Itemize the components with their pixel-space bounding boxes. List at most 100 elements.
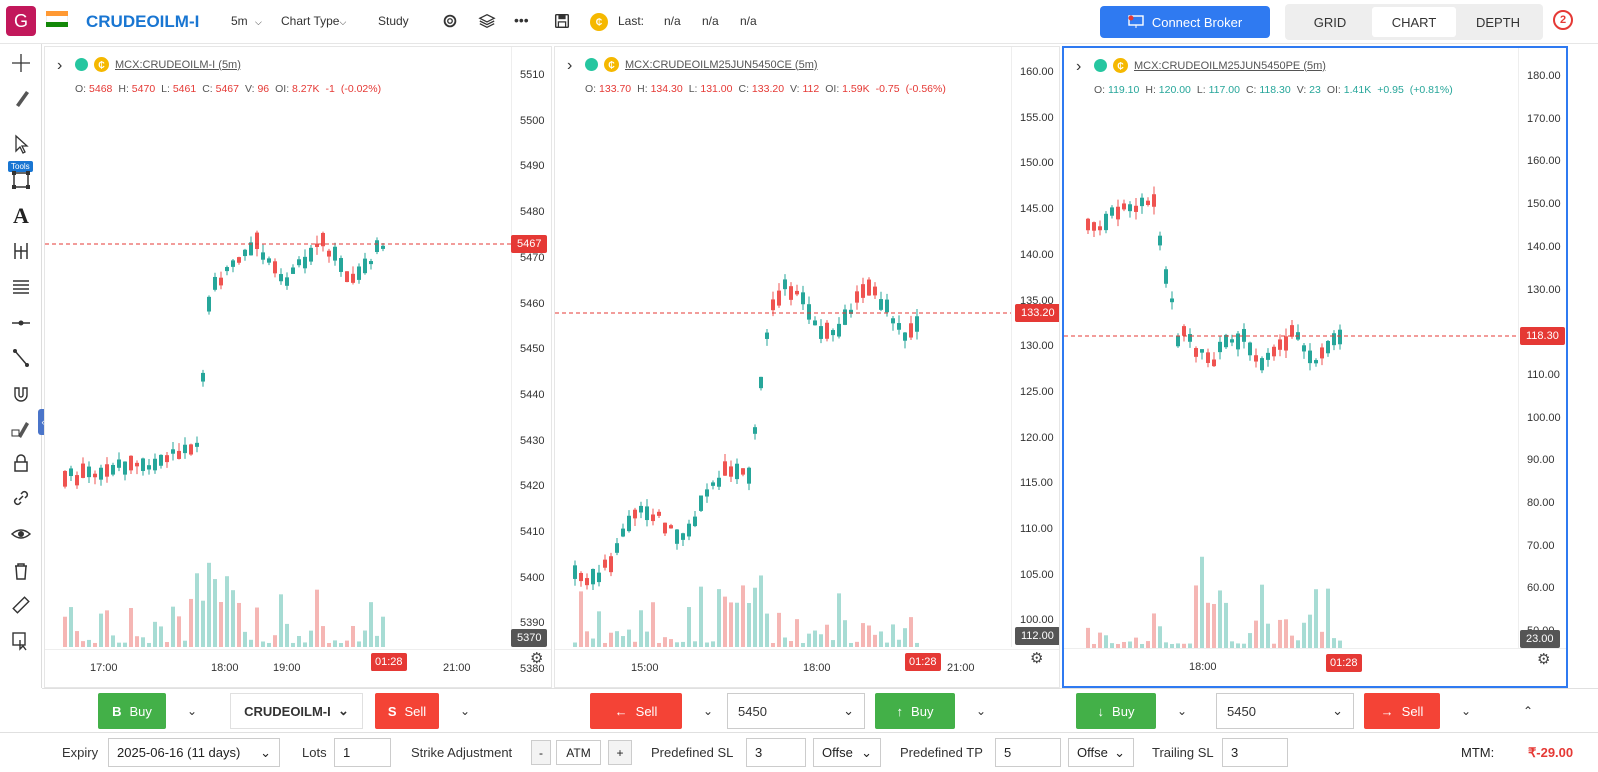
- chevron-right-icon[interactable]: ›: [57, 57, 63, 74]
- predefined-tp-input[interactable]: 5: [995, 738, 1061, 767]
- volume-bar: [285, 623, 289, 647]
- text-icon[interactable]: A: [13, 203, 29, 228]
- pe-sell-button[interactable]: → Sell: [1364, 693, 1440, 729]
- chart-symbol[interactable]: MCX:CRUDEOILM25JUN5450CE (5m): [625, 58, 818, 71]
- gear-icon[interactable]: ⚙: [1030, 650, 1044, 667]
- collapse-toolbar-button[interactable]: ‹: [38, 409, 48, 435]
- crosshair-icon[interactable]: [10, 52, 32, 74]
- strike-minus-button[interactable]: -: [531, 740, 551, 765]
- futures-buy-options[interactable]: ⌄: [166, 693, 218, 729]
- futures-sell-button[interactable]: S Sell: [375, 693, 439, 729]
- volume-bar: [1122, 641, 1126, 648]
- chart-type-dropdown[interactable]: Chart Type⌵: [281, 14, 347, 28]
- tab-depth[interactable]: DEPTH: [1475, 14, 1521, 30]
- predefined-sl-input[interactable]: 3: [746, 738, 806, 767]
- chart-panel-futures[interactable]: › ₵ MCX:CRUDEOILM-I (5m) O: 5468 H: 5470 L…: [44, 46, 552, 688]
- chart-panel-call-option[interactable]: › ₵ MCX:CRUDEOILM25JUN5450CE (5m) O: 133…: [554, 46, 1060, 688]
- futures-sell-options[interactable]: ⌄: [439, 693, 491, 729]
- save-icon[interactable]: [553, 12, 571, 30]
- candlestick-plot[interactable]: [1064, 48, 1518, 648]
- candle: [63, 470, 67, 487]
- gear-icon[interactable]: ⚙: [1537, 651, 1551, 668]
- india-flag-icon: [46, 11, 68, 27]
- pe-buy-button[interactable]: ↓ Buy: [1076, 693, 1156, 729]
- fork-icon[interactable]: [10, 240, 32, 262]
- study-button[interactable]: Study: [378, 14, 409, 28]
- magnet-icon[interactable]: [10, 383, 32, 405]
- avatar[interactable]: G: [6, 6, 36, 36]
- ce-sell-options[interactable]: ⌄: [682, 693, 734, 729]
- interval-dropdown[interactable]: 5m ⌵: [231, 14, 262, 28]
- candle: [1254, 355, 1258, 362]
- candlestick-plot[interactable]: [555, 47, 1011, 647]
- trailing-sl-input[interactable]: 3: [1222, 738, 1288, 767]
- connect-broker-button[interactable]: Connect Broker: [1100, 6, 1270, 38]
- cursor-arrow-icon[interactable]: [10, 133, 32, 155]
- chevron-right-icon[interactable]: ›: [1076, 58, 1082, 75]
- ohlc-readout: O: 119.10 H: 120.00 L: 117.00 C: 118.30 V: 2…: [1094, 84, 1453, 96]
- ce-strike-select[interactable]: 5450 ⌄: [727, 693, 865, 729]
- futures-buy-button[interactable]: B Buy: [98, 693, 166, 729]
- pe-sell-options[interactable]: ⌄: [1440, 693, 1492, 729]
- link-icon[interactable]: [10, 487, 32, 509]
- pencil-icon[interactable]: [10, 87, 32, 109]
- symbol-title[interactable]: CRUDEOILM-I: [86, 12, 200, 31]
- futures-symbol-dropdown[interactable]: CRUDEOILM-I ⌄: [230, 693, 363, 729]
- fib-levels-icon[interactable]: [10, 276, 32, 298]
- time-axis[interactable]: 15:00 18:00 21:00: [555, 649, 1059, 687]
- rectangle-icon[interactable]: [10, 169, 32, 191]
- price-tick-label: 115.00: [1020, 477, 1053, 490]
- lots-input[interactable]: 1: [334, 738, 391, 767]
- predefined-sl-mode[interactable]: Offse ⌄: [813, 738, 881, 767]
- layers-icon[interactable]: [478, 12, 496, 30]
- trend-line-icon[interactable]: [10, 347, 32, 369]
- chart-symbol[interactable]: MCX:CRUDEOILM-I (5m): [115, 58, 241, 71]
- predefined-tp-mode[interactable]: Offse ⌄: [1068, 738, 1134, 767]
- chart-symbol[interactable]: MCX:CRUDEOILM25JUN5450PE (5m): [1134, 59, 1326, 72]
- price-tick-label: 5420: [520, 480, 545, 493]
- alert-icon[interactable]: 2: [1553, 10, 1573, 30]
- lots-label: Lots: [302, 745, 327, 760]
- ce-sell-button[interactable]: ← Sell: [590, 693, 682, 729]
- volume-bar: [723, 596, 727, 647]
- volume-bar: [825, 624, 829, 647]
- horizontal-line-icon[interactable]: [10, 312, 32, 334]
- mtm-label: MTM:: [1461, 745, 1495, 760]
- chart-panel-put-option[interactable]: › ₵ MCX:CRUDEOILM25JUN5450PE (5m) O: 119…: [1062, 46, 1568, 688]
- trash-icon[interactable]: [10, 560, 32, 582]
- price-tick-label: 145.00: [1020, 203, 1054, 216]
- strike-plus-button[interactable]: +: [608, 740, 632, 765]
- more-options-icon[interactable]: •••: [514, 12, 529, 28]
- gear-icon[interactable]: [441, 12, 459, 30]
- tab-chart[interactable]: CHART: [1372, 7, 1456, 37]
- price-tick-label: 120.00: [1020, 431, 1054, 444]
- lock-icon[interactable]: [10, 452, 32, 474]
- eye-icon[interactable]: [10, 523, 32, 545]
- volume-bar: [1200, 556, 1204, 648]
- pe-strike-select[interactable]: 5450 ⌄: [1216, 693, 1354, 729]
- candle: [615, 543, 619, 553]
- gear-icon[interactable]: ⚙: [530, 650, 544, 667]
- time-axis[interactable]: 18:00: [1064, 648, 1566, 686]
- expiry-select[interactable]: 2025-06-16 (11 days) ⌄: [108, 738, 280, 767]
- candle: [297, 259, 301, 266]
- tab-grid[interactable]: GRID: [1313, 14, 1347, 30]
- ruler-icon[interactable]: [10, 594, 32, 616]
- lock-pencil-icon[interactable]: [10, 418, 32, 440]
- candle: [825, 322, 829, 339]
- atm-button[interactable]: ATM: [556, 740, 601, 765]
- pe-buy-options[interactable]: ⌄: [1156, 693, 1208, 729]
- candlestick-plot[interactable]: [45, 47, 511, 647]
- volume-bar: [327, 642, 331, 647]
- candle: [1236, 333, 1240, 350]
- chevron-up-icon[interactable]: ⌃: [1508, 693, 1548, 729]
- price-axis[interactable]: 5510 5500 5490 5480 5470 5460 5450 5440 5430 5420…: [511, 47, 551, 675]
- volume-bar: [357, 641, 361, 647]
- cursor-hand-icon[interactable]: [10, 630, 32, 652]
- ce-buy-options[interactable]: ⌄: [955, 693, 1007, 729]
- price-axis[interactable]: 160.00 155.00 150.00 145.00 140.00 135.00 130.…: [1011, 47, 1059, 647]
- chevron-right-icon[interactable]: ›: [567, 57, 573, 74]
- ce-buy-button[interactable]: ↑ Buy: [875, 693, 955, 729]
- price-axis[interactable]: 180.00170.00160.00150.00140.00130.00120.…: [1518, 48, 1566, 648]
